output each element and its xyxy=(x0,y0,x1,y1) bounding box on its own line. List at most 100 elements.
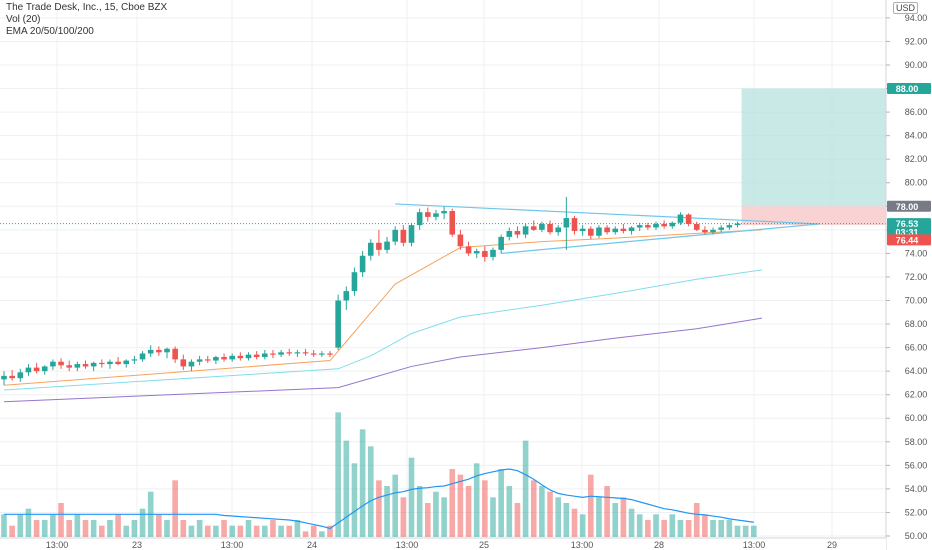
volume-bar xyxy=(669,514,676,537)
candle-body xyxy=(547,223,553,233)
price-tick-label: 92.00 xyxy=(905,36,928,46)
volume-bar xyxy=(506,486,513,537)
time-tick-label: 24 xyxy=(307,540,317,550)
candle-body xyxy=(376,242,382,250)
volume-bar xyxy=(196,520,203,537)
volume-bar xyxy=(555,497,561,537)
volume-bar xyxy=(164,520,170,537)
volume-bar xyxy=(245,520,252,537)
volume-bar xyxy=(139,508,146,537)
candle-body xyxy=(50,361,56,367)
price-badge-label: 78.00 xyxy=(896,202,919,212)
volume-bar xyxy=(425,503,431,537)
volume-bar xyxy=(17,514,24,537)
volume-bar xyxy=(131,520,138,537)
candle-body xyxy=(571,218,578,232)
time-tick-label: 28 xyxy=(654,540,664,550)
symbol-title[interactable]: The Trade Desk, Inc., 15, Cboe BZX xyxy=(6,2,168,13)
currency-label[interactable]: USD xyxy=(892,2,918,14)
lower-trendline xyxy=(501,223,820,254)
volume-bar xyxy=(612,503,619,537)
candle-body xyxy=(41,366,48,372)
volume-indicator-label[interactable]: Vol (20) xyxy=(6,14,41,25)
candle-body xyxy=(115,361,121,365)
volume-bar xyxy=(734,525,741,537)
time-tick-label: 29 xyxy=(827,540,837,550)
ema-indicator-label[interactable]: EMA 20/50/100/200 xyxy=(6,26,94,37)
candle-body xyxy=(229,355,235,360)
time-tick-label: 13:00 xyxy=(571,540,594,550)
candle-body xyxy=(58,361,64,366)
volume-bar xyxy=(498,469,504,537)
volume-bar xyxy=(278,525,284,537)
volume-bar xyxy=(563,503,570,537)
candle-body xyxy=(620,228,627,232)
price-tick-label: 50.00 xyxy=(905,531,928,541)
candle-body xyxy=(107,361,113,365)
chart-legend: The Trade Desk, Inc., 15, Cboe BZX Vol (… xyxy=(6,2,167,38)
volume-bar xyxy=(123,525,130,537)
volume-bar xyxy=(596,497,602,537)
candle-body xyxy=(661,223,667,227)
candle-body xyxy=(449,211,456,235)
candle-body xyxy=(555,227,561,233)
volume-bar xyxy=(74,514,81,537)
ema-line xyxy=(3,317,763,403)
volume-bar xyxy=(286,525,293,537)
volume-bar xyxy=(661,520,667,537)
volume-bar xyxy=(359,429,366,537)
candle-body xyxy=(351,272,358,292)
volume-bar xyxy=(433,491,439,537)
volume-bar xyxy=(66,520,72,537)
candle-body xyxy=(139,353,146,360)
candle-body xyxy=(506,231,513,237)
candle-body xyxy=(604,227,610,233)
ema-line xyxy=(3,269,763,391)
candle-body xyxy=(221,357,227,360)
price-badge xyxy=(887,218,931,230)
volume-bar xyxy=(302,531,309,537)
candle-body xyxy=(400,229,407,243)
volume-bar xyxy=(156,514,162,537)
candle-body xyxy=(433,213,439,217)
volume-bar xyxy=(50,514,56,537)
candle-body xyxy=(25,367,32,373)
volume-bar xyxy=(41,520,48,537)
volume-bar xyxy=(628,508,635,537)
candle-body xyxy=(596,227,602,236)
price-tick-label: 74.00 xyxy=(905,248,928,258)
candle-body xyxy=(17,372,24,379)
candle-body xyxy=(482,251,488,257)
candle-body xyxy=(99,362,105,365)
time-tick-label: 23 xyxy=(132,540,142,550)
volume-bar xyxy=(270,520,276,537)
candle-body xyxy=(425,212,431,217)
price-tick-label: 86.00 xyxy=(905,107,928,117)
price-tick-label: 52.00 xyxy=(905,507,928,517)
volume-bar xyxy=(319,531,325,537)
candle-body xyxy=(245,354,252,359)
price-badge xyxy=(887,200,931,212)
candle-body xyxy=(359,255,366,273)
candle-body xyxy=(734,223,741,226)
price-tick-label: 72.00 xyxy=(905,272,928,282)
candle-body xyxy=(710,229,716,233)
volume-bar xyxy=(441,497,447,537)
candle-body xyxy=(645,225,651,228)
volume-bar xyxy=(1,514,7,537)
candle-body xyxy=(204,359,211,361)
price-tick-label: 58.00 xyxy=(905,437,928,447)
candle-body xyxy=(147,349,154,354)
price-tick-label: 68.00 xyxy=(905,319,928,329)
candle-body xyxy=(278,352,284,355)
candle-body xyxy=(294,352,301,354)
price-tick-label: 60.00 xyxy=(905,413,928,423)
candle-body xyxy=(416,212,423,226)
volume-bar xyxy=(400,497,407,537)
candle-body xyxy=(188,361,195,367)
volume-bar xyxy=(58,503,64,537)
price-tick-label: 90.00 xyxy=(905,60,928,70)
price-tick-label: 54.00 xyxy=(905,484,928,494)
